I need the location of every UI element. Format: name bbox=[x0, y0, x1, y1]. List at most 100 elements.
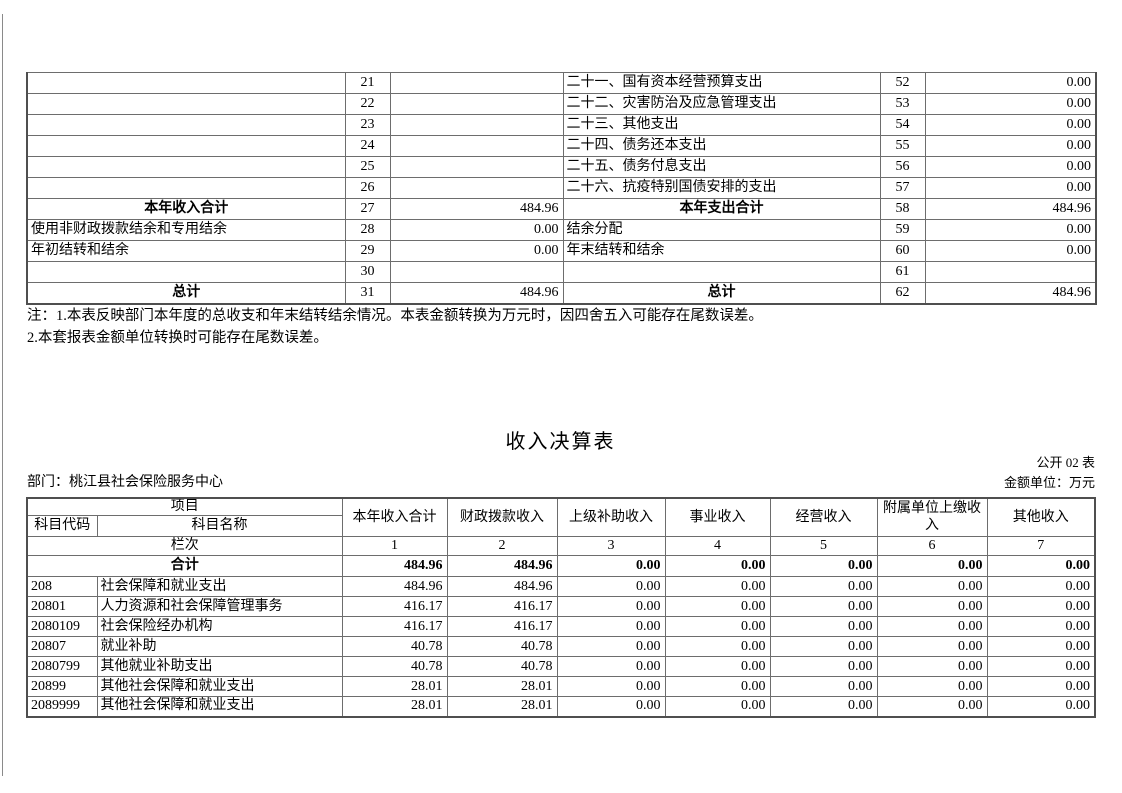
value-cell-other-income: 0.00 bbox=[986, 616, 1096, 638]
expense-item-cell: 总计 bbox=[562, 282, 881, 304]
value-cell-affiliated-unit-income: 0.00 bbox=[876, 596, 988, 618]
column-index-cell: 7 bbox=[986, 536, 1096, 557]
expense-item-cell: 二十一、国有资本经营预算支出 bbox=[562, 72, 881, 94]
grand-total-value-cell: 484.96 bbox=[341, 555, 448, 578]
value-cell-affiliated-unit-income: 0.00 bbox=[876, 616, 988, 638]
value-cell-total-income: 40.78 bbox=[341, 656, 448, 678]
grand-total-value-cell: 0.00 bbox=[769, 555, 878, 578]
value-cell-superior-subsidy: 0.00 bbox=[556, 696, 666, 718]
summary-table-row: 23 二十三、其他支出 54 0.00 bbox=[26, 114, 1097, 136]
income-item-cell bbox=[26, 72, 346, 94]
column-index-cell: 2 bbox=[446, 536, 558, 557]
value-cell-superior-subsidy: 0.00 bbox=[556, 656, 666, 678]
subject-code-cell: 20807 bbox=[26, 636, 98, 658]
summary-table-row: 30 61 bbox=[26, 261, 1097, 283]
expense-item-cell: 结余分配 bbox=[562, 219, 881, 241]
income-item-cell: 使用非财政拨款结余和专用结余 bbox=[26, 219, 346, 241]
income-line-number-cell: 28 bbox=[344, 219, 391, 241]
note-line-2: 2.本套报表金额单位转换时可能存在尾数误差。 bbox=[27, 329, 328, 346]
income-line-number-cell: 22 bbox=[344, 93, 391, 115]
income-amount-cell bbox=[389, 93, 564, 115]
income-amount-cell bbox=[389, 177, 564, 199]
value-cell-other-income: 0.00 bbox=[986, 676, 1096, 698]
summary-table-row: 21 二十一、国有资本经营预算支出 52 0.00 bbox=[26, 72, 1097, 94]
value-cell-business-income: 0.00 bbox=[664, 656, 771, 678]
subject-name-cell: 人力资源和社会保障管理事务 bbox=[96, 596, 343, 618]
income-table-row: 208 社会保障和就业支出 484.96 484.96 0.00 0.00 0.… bbox=[26, 576, 1096, 598]
subject-code-cell: 2080109 bbox=[26, 616, 98, 638]
subject-name-cell: 其他就业补助支出 bbox=[96, 656, 343, 678]
income-line-number-cell: 26 bbox=[344, 177, 391, 199]
value-cell-fiscal-appropriation: 416.17 bbox=[446, 596, 558, 618]
value-cell-operating-income: 0.00 bbox=[769, 696, 878, 718]
expense-amount-cell: 484.96 bbox=[924, 198, 1097, 220]
income-amount-cell bbox=[389, 156, 564, 178]
income-item-cell bbox=[26, 156, 346, 178]
column-index-label-cell: 栏次 bbox=[26, 536, 343, 557]
grand-total-value-cell: 0.00 bbox=[876, 555, 988, 578]
table-notes: 注：1.本表反映部门本年度的总收支和年末结转结余情况。本表金额转换为万元时，因四… bbox=[27, 306, 763, 349]
income-table-title: 收入决算表 bbox=[505, 431, 616, 453]
value-cell-fiscal-appropriation: 28.01 bbox=[446, 676, 558, 698]
expense-item-cell: 年末结转和结余 bbox=[562, 240, 881, 262]
header-col-fiscal-appropriation: 财政拨款收入 bbox=[446, 497, 558, 538]
subject-code-cell: 208 bbox=[26, 576, 98, 598]
value-cell-total-income: 416.17 bbox=[341, 596, 448, 618]
subject-code-cell: 20899 bbox=[26, 676, 98, 698]
expense-line-number-cell: 59 bbox=[879, 219, 926, 241]
grand-total-value-cell: 0.00 bbox=[556, 555, 666, 578]
value-cell-total-income: 416.17 bbox=[341, 616, 448, 638]
value-cell-superior-subsidy: 0.00 bbox=[556, 616, 666, 638]
value-cell-other-income: 0.00 bbox=[986, 696, 1096, 718]
value-cell-superior-subsidy: 0.00 bbox=[556, 596, 666, 618]
income-amount-cell bbox=[389, 114, 564, 136]
income-line-number-cell: 21 bbox=[344, 72, 391, 94]
income-item-cell bbox=[26, 114, 346, 136]
value-cell-affiliated-unit-income: 0.00 bbox=[876, 656, 988, 678]
income-amount-cell bbox=[389, 261, 564, 283]
income-amount-cell: 0.00 bbox=[389, 240, 564, 262]
expense-line-number-cell: 58 bbox=[879, 198, 926, 220]
value-cell-total-income: 484.96 bbox=[341, 576, 448, 598]
column-index-cell: 3 bbox=[556, 536, 666, 557]
expense-line-number-cell: 60 bbox=[879, 240, 926, 262]
column-index-cell: 5 bbox=[769, 536, 878, 557]
grand-total-label-cell: 合计 bbox=[26, 555, 343, 578]
expense-item-cell: 二十四、债务还本支出 bbox=[562, 135, 881, 157]
income-table-row: 2089999 其他社会保障和就业支出 28.01 28.01 0.00 0.0… bbox=[26, 696, 1096, 718]
income-amount-cell bbox=[389, 72, 564, 94]
value-cell-total-income: 28.01 bbox=[341, 696, 448, 718]
summary-table-row: 24 二十四、债务还本支出 55 0.00 bbox=[26, 135, 1097, 157]
grand-total-value-cell: 0.00 bbox=[986, 555, 1096, 578]
expense-amount-cell bbox=[924, 261, 1097, 283]
value-cell-operating-income: 0.00 bbox=[769, 596, 878, 618]
subject-name-cell: 社会保险经办机构 bbox=[96, 616, 343, 638]
grand-total-value-cell: 0.00 bbox=[664, 555, 771, 578]
value-cell-operating-income: 0.00 bbox=[769, 676, 878, 698]
income-item-cell: 本年收入合计 bbox=[26, 198, 346, 220]
summary-table-row: 总计 31 484.96 总计 62 484.96 bbox=[26, 282, 1097, 304]
expense-line-number-cell: 62 bbox=[879, 282, 926, 304]
subject-name-cell: 就业补助 bbox=[96, 636, 343, 658]
value-cell-other-income: 0.00 bbox=[986, 656, 1096, 678]
income-line-number-cell: 29 bbox=[344, 240, 391, 262]
expense-amount-cell: 0.00 bbox=[924, 240, 1097, 262]
value-cell-fiscal-appropriation: 484.96 bbox=[446, 576, 558, 598]
expense-line-number-cell: 53 bbox=[879, 93, 926, 115]
value-cell-fiscal-appropriation: 40.78 bbox=[446, 656, 558, 678]
department-label: 部门：桃江县社会保险服务中心 bbox=[27, 475, 223, 490]
value-cell-affiliated-unit-income: 0.00 bbox=[876, 636, 988, 658]
balance-summary-table: 21 二十一、国有资本经营预算支出 52 0.00 22 二十二、灾害防治及应急… bbox=[26, 72, 1097, 305]
expense-item-cell: 本年支出合计 bbox=[562, 198, 881, 220]
table-meta-row: 部门：桃江县社会保险服务中心 金额单位：万元 bbox=[27, 471, 1095, 491]
expense-line-number-cell: 61 bbox=[879, 261, 926, 283]
value-cell-fiscal-appropriation: 416.17 bbox=[446, 616, 558, 638]
expense-line-number-cell: 54 bbox=[879, 114, 926, 136]
value-cell-fiscal-appropriation: 40.78 bbox=[446, 636, 558, 658]
value-cell-other-income: 0.00 bbox=[986, 576, 1096, 598]
grand-total-row: 合计 484.96 484.96 0.00 0.00 0.00 0.00 0.0… bbox=[26, 555, 1096, 578]
income-item-cell: 年初结转和结余 bbox=[26, 240, 346, 262]
income-table-row: 20807 就业补助 40.78 40.78 0.00 0.00 0.00 0.… bbox=[26, 636, 1096, 658]
header-col-other-income: 其他收入 bbox=[986, 497, 1096, 538]
scan-edge-artifact bbox=[2, 14, 3, 776]
